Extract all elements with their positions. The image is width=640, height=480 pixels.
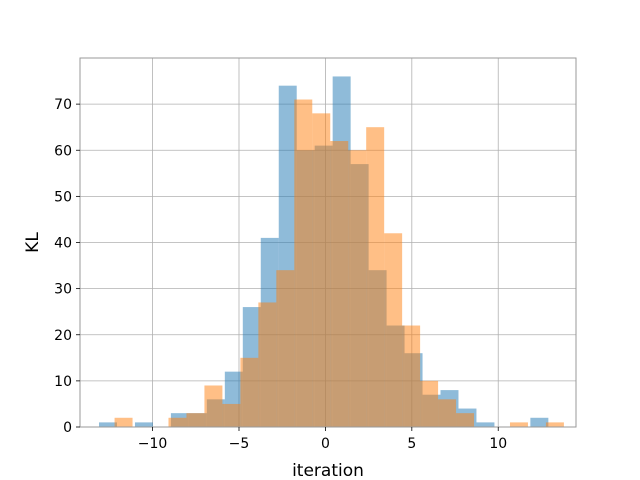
- histogram-bar-series-2: [330, 141, 349, 427]
- y-axis-label: KL: [23, 232, 43, 253]
- x-axis-label: iteration: [292, 461, 364, 480]
- x-tick-label: 0: [321, 436, 330, 452]
- axis-ticks: −10 −5 0 5 10 0 10 20 30 40 50 60 70: [54, 97, 507, 452]
- y-tick-label: 20: [54, 328, 72, 344]
- histogram-bar-series-1: [476, 422, 495, 427]
- histogram-bar-series-2: [186, 413, 205, 427]
- histogram-bar-series-2: [509, 422, 528, 427]
- histogram-bar-series-2: [420, 380, 439, 427]
- y-tick-label: 10: [54, 374, 72, 390]
- histogram-bar-series-1: [99, 422, 117, 427]
- histogram-bar-series-2: [168, 417, 187, 427]
- x-tick-label: −5: [229, 436, 250, 452]
- histogram-bar-series-2: [545, 422, 564, 427]
- histogram-bar-series-2: [294, 99, 313, 427]
- y-tick-label: 50: [54, 189, 72, 205]
- x-tick-label: −10: [138, 436, 168, 452]
- histogram-bar-series-2: [366, 127, 385, 427]
- y-tick-label: 30: [54, 282, 72, 298]
- x-tick-label: 5: [407, 436, 416, 452]
- histogram-bars: [99, 76, 564, 428]
- y-tick-label: 60: [54, 143, 72, 159]
- histogram-bar-series-2: [222, 403, 241, 427]
- histogram-bar-series-2: [456, 413, 475, 427]
- histogram-bar-series-2: [438, 399, 457, 427]
- y-tick-label: 70: [54, 97, 72, 113]
- histogram-bar-series-2: [384, 233, 403, 427]
- y-tick-label: 0: [63, 420, 72, 436]
- x-tick-label: 10: [489, 436, 507, 452]
- histogram-bar-series-2: [402, 325, 421, 427]
- histogram-bar-series-2: [276, 270, 295, 427]
- y-tick-label: 40: [54, 236, 72, 252]
- histogram-bar-series-2: [204, 385, 223, 427]
- histogram-bar-series-2: [348, 150, 367, 427]
- histogram-bar-series-1: [530, 417, 549, 427]
- histogram-bar-series-2: [312, 113, 331, 427]
- histogram-bar-series-2: [258, 302, 277, 427]
- histogram-bar-series-2: [240, 357, 259, 427]
- histogram-bar-series-2: [114, 417, 133, 427]
- histogram-bar-series-1: [134, 422, 153, 427]
